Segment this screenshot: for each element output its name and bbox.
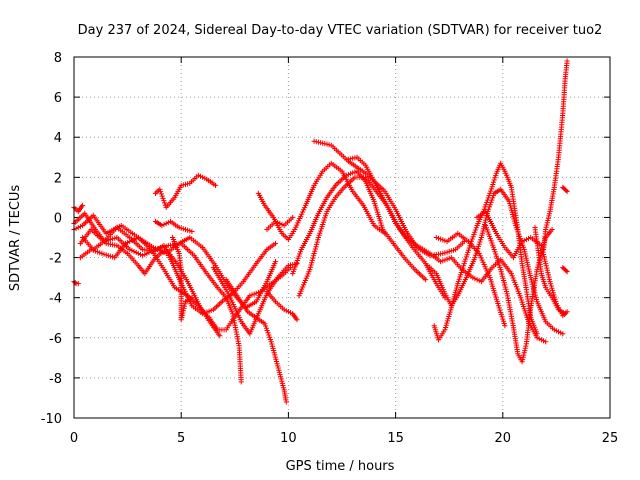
data-point-markers: [560, 184, 570, 194]
y-axis-label: SDTVAR / TECUs: [8, 185, 23, 292]
x-tick-label: 5: [177, 431, 185, 446]
series-track-8: [264, 289, 300, 323]
data-point-markers: [223, 277, 289, 405]
data-point-markers: [152, 172, 219, 210]
series-track-7: [223, 277, 289, 405]
data-point-markers: [483, 222, 555, 365]
series-track-23: [532, 224, 568, 317]
series-track-27: [71, 279, 81, 287]
data-point-markers: [255, 160, 388, 243]
data-point-markers: [80, 224, 279, 317]
series-track-17: [345, 154, 549, 345]
chart-title: Day 237 of 2024, Sidereal Day-to-day VTE…: [78, 23, 603, 38]
data-point-markers: [152, 218, 195, 235]
data-point-markers: [560, 265, 570, 275]
data-point-markers: [345, 154, 549, 345]
x-tick-label: 0: [70, 431, 78, 446]
x-tick-label: 10: [280, 431, 297, 446]
data-point-markers: [532, 224, 568, 317]
y-tick-label: 0: [54, 211, 62, 226]
y-tick-label: 8: [54, 51, 62, 66]
series-track-13: [255, 160, 388, 243]
series-track-25: [560, 184, 570, 194]
y-tick-label: -8: [49, 372, 62, 387]
series-track-10: [152, 172, 219, 210]
plot-frame: [73, 56, 611, 419]
series-track-26: [560, 265, 570, 275]
data-point-markers: [264, 289, 300, 323]
data-point-markers: [170, 234, 195, 323]
y-tick-label: -2: [49, 252, 62, 267]
series-track-19: [431, 160, 540, 343]
x-axis-label: GPS time / hours: [286, 459, 395, 474]
y-tick-label: -4: [49, 292, 62, 307]
series-track-4: [77, 234, 294, 333]
y-tick-label: 4: [54, 131, 62, 146]
data-marks: [71, 58, 570, 405]
data-point-markers: [540, 58, 570, 253]
series-track-21: [483, 222, 555, 365]
series-track-20: [433, 230, 508, 329]
series-track-11: [170, 234, 195, 323]
x-tick-label: 15: [387, 431, 404, 446]
x-tick-label: 20: [495, 431, 512, 446]
data-point-markers: [431, 160, 540, 343]
series-track-24: [540, 58, 570, 253]
y-tick-label: 6: [54, 91, 62, 106]
series-track-5: [77, 226, 244, 385]
y-tick-label: -10: [41, 412, 62, 427]
data-point-markers: [77, 234, 294, 333]
data-point-markers: [290, 168, 429, 283]
series-track-9: [152, 218, 195, 235]
data-point-markers: [433, 230, 508, 329]
y-tick-label: -6: [49, 332, 62, 347]
series-track-14: [290, 168, 429, 283]
y-tick-label: 2: [54, 171, 62, 186]
x-tick-label: 25: [602, 431, 619, 446]
data-point-markers: [77, 226, 244, 385]
series-track-3: [80, 224, 279, 317]
data-point-markers: [71, 279, 81, 287]
